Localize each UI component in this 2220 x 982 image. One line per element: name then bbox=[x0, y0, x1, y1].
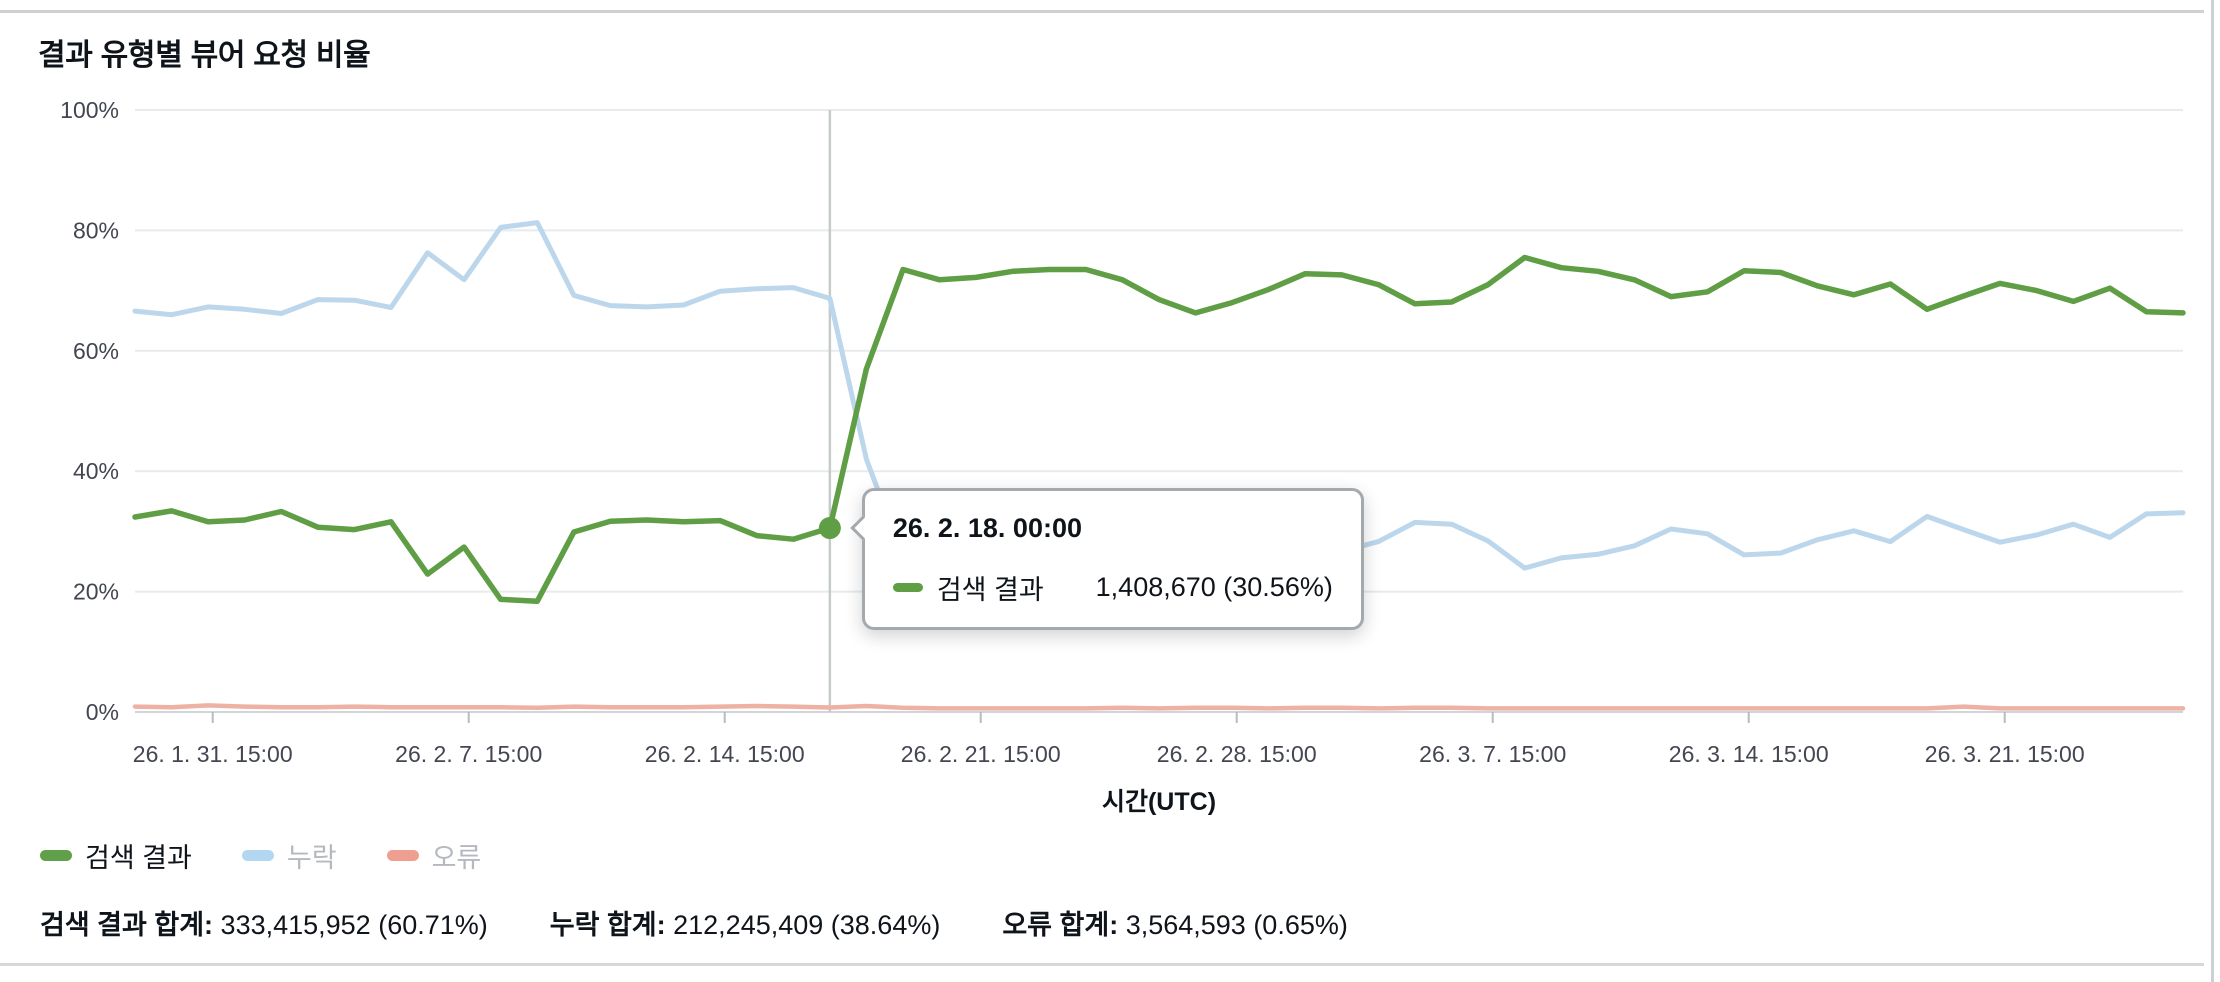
legend-item-1[interactable]: 검색 결과 bbox=[40, 836, 192, 875]
series-totals: 검색 결과 합계: 333,415,952 (60.71%) 누락 합계: 212… bbox=[40, 903, 1348, 942]
card-bottom-border bbox=[0, 963, 2204, 966]
legend-swatch-icon bbox=[241, 850, 274, 861]
card-right-border bbox=[2211, 0, 2214, 982]
series-total-label: 누락 합계: bbox=[549, 910, 674, 940]
x-axis-label: 26. 3. 21. 15:00 bbox=[1925, 741, 2085, 767]
hover-point-dot bbox=[818, 517, 841, 540]
series-total-2: 누락 합계: 212,245,409 (38.64%) bbox=[550, 903, 941, 942]
legend-label: 검색 결과 bbox=[85, 843, 192, 873]
x-axis-label: 26. 2. 28. 15:00 bbox=[1157, 741, 1317, 767]
x-axis-label: 26. 2. 14. 15:00 bbox=[645, 741, 805, 767]
series-total-label: 검색 결과 합계: bbox=[40, 910, 221, 940]
series-total-label: 오류 합계: bbox=[1002, 910, 1126, 940]
y-axis-label: 40% bbox=[73, 458, 119, 484]
tooltip-series-value: 1,408,670 (30.56%) bbox=[1095, 572, 1333, 603]
series-total-value: 333,415,952 (60.71%) bbox=[220, 910, 488, 940]
tooltip-series-label: 검색 결과 bbox=[936, 575, 1044, 606]
y-axis-label: 60% bbox=[73, 338, 119, 364]
series-total-value: 212,245,409 (38.64%) bbox=[673, 910, 941, 940]
legend-item-3[interactable]: 오류 bbox=[386, 836, 482, 875]
chart-tooltip: 26. 2. 18. 00:00 검색 결과 1,408,670 (30.56%… bbox=[850, 488, 1364, 631]
x-axis-title: 시간(UTC) bbox=[1102, 788, 1216, 816]
y-axis-label: 100% bbox=[60, 97, 119, 123]
legend-swatch-icon bbox=[40, 850, 72, 861]
line-chart[interactable]: 100% 80% 60% 40% 20% 0% 26. 1. 31. 15:00 26. 2.… bbox=[0, 0, 2220, 830]
tooltip-timestamp: 26. 2. 18. 00:00 bbox=[892, 513, 1082, 544]
legend-swatch-icon bbox=[386, 850, 419, 861]
y-axis-label: 80% bbox=[73, 217, 119, 243]
y-axis-label: 20% bbox=[73, 579, 119, 605]
legend-label: 누락 bbox=[286, 843, 337, 873]
series-total-3: 오류 합계: 3,564,593 (0.65%) bbox=[1002, 903, 1348, 942]
x-axis-label: 26. 1. 31. 15:00 bbox=[133, 741, 293, 767]
chart-legend: 검색 결과 누락 오류 bbox=[40, 836, 481, 875]
card-top-border bbox=[0, 10, 2204, 13]
tooltip-series-row: 검색 결과 1,408,670 (30.56%) bbox=[892, 568, 1333, 607]
series-line-3 bbox=[132, 703, 2186, 711]
x-axis-label: 26. 2. 7. 15:00 bbox=[395, 741, 542, 767]
series-total-value: 3,564,593 (0.65%) bbox=[1125, 910, 1348, 940]
series-total-1: 검색 결과 합계: 333,415,952 (60.71%) bbox=[40, 903, 488, 942]
legend-item-2[interactable]: 누락 bbox=[241, 836, 337, 875]
x-axis-label: 26. 3. 7. 15:00 bbox=[1419, 741, 1566, 767]
y-axis-label: 0% bbox=[86, 699, 119, 725]
x-axis-label: 26. 3. 14. 15:00 bbox=[1669, 741, 1829, 767]
x-axis-label: 26. 2. 21. 15:00 bbox=[901, 741, 1061, 767]
legend-label: 오류 bbox=[431, 843, 482, 873]
chart-title: 결과 유형별 뷰어 요청 비율 bbox=[38, 39, 371, 72]
series-swatch-icon bbox=[892, 583, 923, 593]
series-line-1 bbox=[132, 254, 2186, 604]
